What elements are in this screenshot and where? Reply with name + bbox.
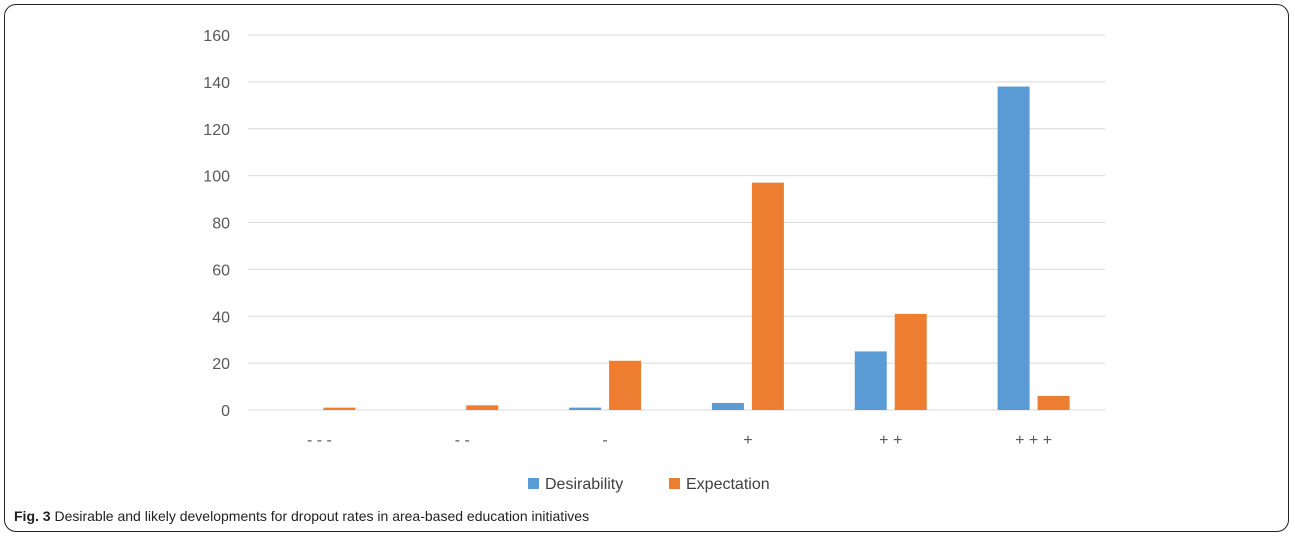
x-tick-label: + + [879,432,902,449]
gridlines [248,34,1105,411]
bar-chart: 0 20 40 60 80 100 120 140 160 - - - - - - + + + + + +… [203,28,1105,493]
bar-desirability [854,351,887,410]
y-tick-label: 20 [212,356,230,373]
y-tick-label: 80 [212,216,230,233]
x-tick-label: + [743,432,752,449]
legend-swatch-expectation [669,478,680,489]
y-tick-label: 40 [212,309,230,326]
bar-expectation [609,360,642,410]
x-tick-label: + + + [1015,432,1052,449]
legend-swatch-desirability [528,478,539,489]
bars [323,86,1070,410]
legend: Desirability Expectation [528,476,770,493]
figure-caption: Fig. 3 Desirable and likely developments… [14,508,589,524]
bar-expectation [1037,395,1070,410]
x-tick-label: - [602,432,607,449]
x-axis-ticks: - - - - - - + + + + + + [307,432,1052,449]
y-tick-label: 60 [212,262,230,279]
bar-desirability [997,86,1030,410]
x-tick-label: - - [455,432,470,449]
bar-expectation [323,407,356,410]
y-tick-label: 120 [203,122,230,139]
figure-frame [4,4,1289,532]
x-tick-label: - - - [307,432,332,449]
y-tick-label: 100 [203,169,230,186]
legend-label-expectation: Expectation [686,476,770,493]
y-tick-label: 160 [203,28,230,45]
y-axis-ticks: 0 20 40 60 80 100 120 140 160 [203,28,230,420]
y-tick-label: 140 [203,75,230,92]
y-tick-label: 0 [221,403,230,420]
bar-expectation [466,405,499,410]
figure-label: Fig. 3 [14,508,51,524]
bar-expectation [894,313,927,410]
bar-desirability [711,402,744,410]
figure-caption-text: Desirable and likely developments for dr… [54,508,590,524]
bar-expectation [751,182,784,410]
legend-label-desirability: Desirability [545,476,623,493]
bar-desirability [569,407,602,410]
